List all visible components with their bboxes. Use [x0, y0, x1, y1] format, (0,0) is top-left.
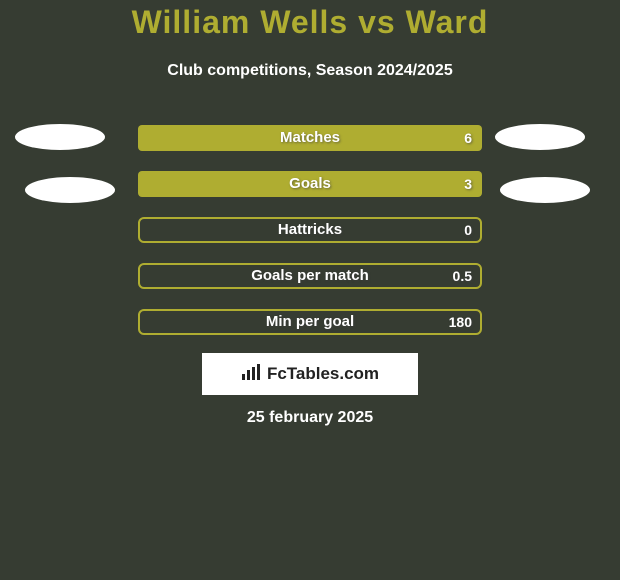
stat-label: Matches: [138, 125, 482, 151]
stat-label: Hattricks: [138, 217, 482, 243]
player1-name: William Wells: [132, 4, 349, 40]
stat-value-right: 3: [464, 171, 472, 197]
stat-label: Min per goal: [138, 309, 482, 335]
stat-row: Hattricks0: [138, 217, 482, 243]
stat-label: Goals per match: [138, 263, 482, 289]
player1-photo-row1: [15, 124, 105, 150]
player2-photo-row1: [495, 124, 585, 150]
player2-name: Ward: [406, 4, 489, 40]
stat-value-right: 0: [464, 217, 472, 243]
player2-photo-row2: [500, 177, 590, 203]
stat-value-right: 0.5: [453, 263, 472, 289]
date-line: 25 february 2025: [0, 409, 620, 427]
page-title: William Wells vs Ward: [0, 4, 620, 41]
vs-text: vs: [358, 4, 396, 40]
branding-badge: FcTables.com: [202, 353, 418, 395]
player1-photo-row2: [25, 177, 115, 203]
branding-text: FcTables.com: [267, 364, 379, 384]
branding-icon: [241, 364, 261, 385]
stat-value-right: 180: [449, 309, 472, 335]
stat-row: Goals per match0.5: [138, 263, 482, 289]
stat-value-right: 6: [464, 125, 472, 151]
stat-label: Goals: [138, 171, 482, 197]
stat-row: Goals3: [138, 171, 482, 197]
stat-row: Matches6: [138, 125, 482, 151]
comparison-infographic: William Wells vs Ward Club competitions,…: [0, 0, 620, 580]
subtitle: Club competitions, Season 2024/2025: [0, 62, 620, 80]
stat-row: Min per goal180: [138, 309, 482, 335]
bars-icon: [241, 364, 261, 380]
